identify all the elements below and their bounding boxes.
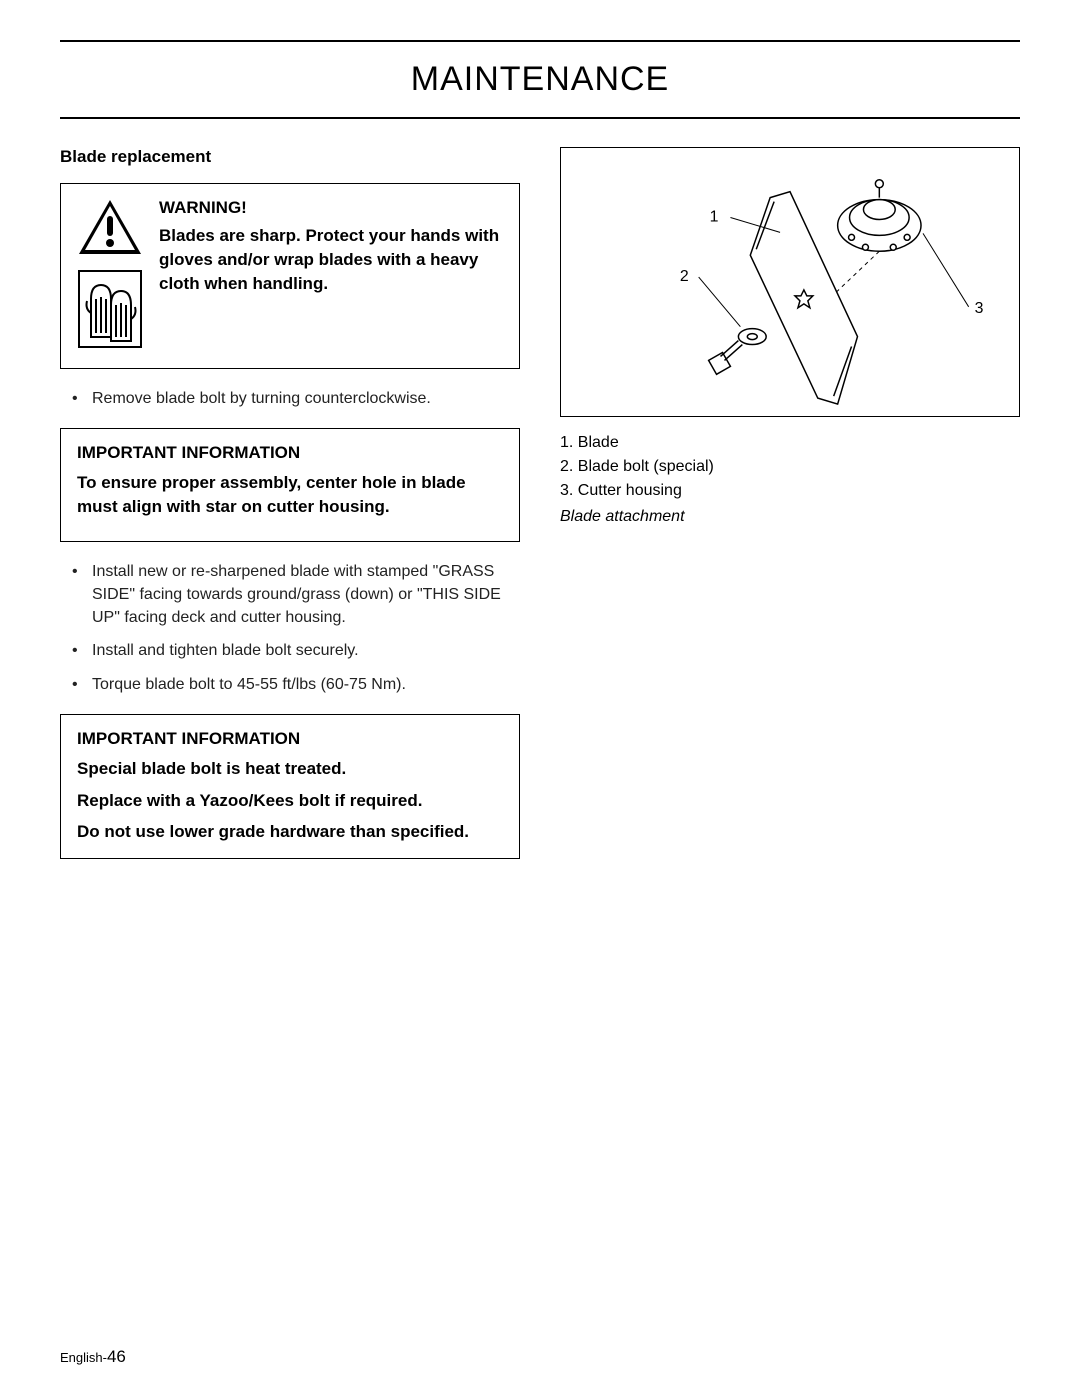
content-columns: Blade replacement [60, 147, 1020, 877]
right-column: 1 2 3 1. Blade 2. Blade bolt (special) 3… [560, 147, 1020, 877]
diagram-label-3: 3 [975, 300, 984, 317]
page-title: MAINTENANCE [60, 42, 1020, 117]
bullet-list-1: Remove blade bolt by turning countercloc… [60, 387, 520, 410]
section-heading: Blade replacement [60, 147, 520, 167]
blade-diagram: 1 2 3 [560, 147, 1020, 417]
list-item: Install new or re-sharpened blade with s… [68, 560, 520, 630]
rule-bottom [60, 117, 1020, 119]
page-footer: English-46 [60, 1347, 126, 1367]
info-heading: IMPORTANT INFORMATION [77, 729, 503, 749]
left-column: Blade replacement [60, 147, 520, 877]
warning-text: WARNING! Blades are sharp. Protect your … [159, 198, 503, 295]
diagram-label-1: 1 [710, 208, 719, 225]
info-line: Replace with a Yazoo/Kees bolt if requir… [77, 789, 503, 813]
washer-icon [738, 329, 766, 345]
legend-item: 1. Blade [560, 431, 1020, 455]
list-item: Remove blade bolt by turning countercloc… [68, 387, 520, 410]
legend-item: 2. Blade bolt (special) [560, 455, 1020, 479]
info-box-2: IMPORTANT INFORMATION Special blade bolt… [60, 714, 520, 859]
warning-heading: WARNING! [159, 198, 503, 218]
diagram-legend: 1. Blade 2. Blade bolt (special) 3. Cutt… [560, 431, 1020, 529]
cutter-housing-icon [838, 180, 921, 251]
list-item: Torque blade bolt to 45-55 ft/lbs (60-75… [68, 673, 520, 696]
bullet-list-2: Install new or re-sharpened blade with s… [60, 560, 520, 696]
footer-page-number: 46 [107, 1347, 126, 1366]
list-item: Install and tighten blade bolt securely. [68, 639, 520, 662]
warning-icons [77, 198, 143, 354]
legend-item: 3. Cutter housing [560, 479, 1020, 503]
info-line: Special blade bolt is heat treated. [77, 757, 503, 781]
diagram-label-2: 2 [680, 268, 689, 285]
gloves-icon [77, 269, 143, 354]
bolt-icon [709, 341, 743, 375]
info-line: Do not use lower grade hardware than spe… [77, 820, 503, 844]
warning-body: Blades are sharp. Protect your hands wit… [159, 224, 503, 295]
footer-language: English- [60, 1350, 107, 1365]
warning-triangle-icon [77, 198, 143, 261]
info-body: To ensure proper assembly, center hole i… [77, 471, 503, 519]
legend-caption: Blade attachment [560, 505, 1020, 529]
info-box-1: IMPORTANT INFORMATION To ensure proper a… [60, 428, 520, 542]
warning-box: WARNING! Blades are sharp. Protect your … [60, 183, 520, 369]
info-heading: IMPORTANT INFORMATION [77, 443, 503, 463]
